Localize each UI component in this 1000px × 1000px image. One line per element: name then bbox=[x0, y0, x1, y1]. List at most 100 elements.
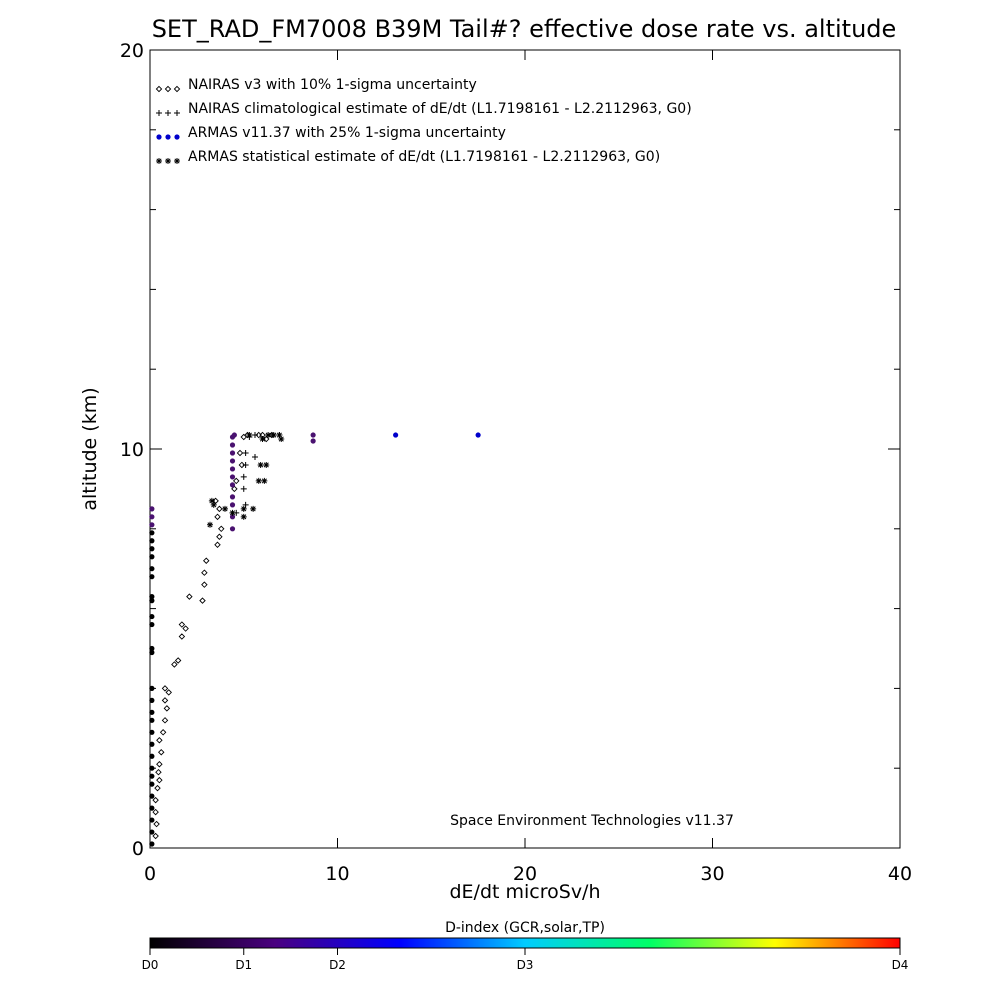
legend-marker-2-0 bbox=[156, 134, 162, 140]
data-points bbox=[149, 431, 481, 847]
x-tick-label-1: 10 bbox=[325, 863, 349, 885]
series-0-point-1 bbox=[153, 820, 160, 828]
series-0-point-16 bbox=[171, 661, 178, 668]
series-2-point-12 bbox=[149, 709, 155, 715]
series-2-point-19 bbox=[149, 598, 155, 604]
series-0-point-14 bbox=[165, 689, 172, 696]
series-0-point-23 bbox=[201, 581, 208, 588]
series-3-point-15 bbox=[276, 432, 283, 439]
series-2-point-36 bbox=[229, 466, 236, 472]
series-0-point-2 bbox=[152, 808, 159, 816]
series-3-point-16 bbox=[278, 436, 285, 443]
series-2-point-38 bbox=[229, 450, 236, 456]
legend-label-0: NAIRAS v3 with 10% 1-sigma uncertainty bbox=[188, 77, 477, 93]
series-0-point-3 bbox=[152, 796, 159, 804]
colorbar-label-1: D1 bbox=[235, 958, 252, 972]
x-tick-label-3: 30 bbox=[700, 863, 724, 885]
y-tick-label-2: 20 bbox=[120, 40, 144, 62]
series-0-point-26 bbox=[214, 541, 221, 548]
series-2-point-0 bbox=[149, 841, 155, 847]
colorbar-title: D-index (GCR,solar,TP) bbox=[445, 920, 605, 936]
series-0-point-29 bbox=[214, 513, 221, 521]
series-1-point-8 bbox=[252, 432, 258, 439]
series-2-point-20 bbox=[149, 594, 155, 600]
credit-text: Space Environment Technologies v11.37 bbox=[450, 813, 734, 829]
series-2-point-22 bbox=[149, 566, 155, 572]
series-2-point-37 bbox=[229, 458, 236, 464]
series-1-point-4 bbox=[242, 461, 249, 468]
series-3-point-9 bbox=[257, 461, 264, 468]
series-0-point-28 bbox=[218, 525, 225, 533]
series-2-point-16 bbox=[149, 645, 155, 652]
legend-marker-1-0 bbox=[156, 110, 162, 116]
series-3-point-6 bbox=[240, 505, 247, 512]
series-0-point-20 bbox=[178, 621, 186, 628]
legend-marker-3-2 bbox=[174, 158, 180, 164]
series-3-point-3 bbox=[222, 505, 228, 512]
series-0-point-17 bbox=[174, 657, 182, 664]
series-0-point-21 bbox=[186, 593, 193, 600]
legend-label-2: ARMAS v11.37 with 25% 1-sigma uncertaint… bbox=[188, 125, 506, 141]
series-0-point-40 bbox=[263, 435, 270, 443]
series-2-point-14 bbox=[149, 685, 155, 692]
series-2-point-8 bbox=[149, 753, 155, 759]
legend-marker-3-1 bbox=[165, 158, 171, 164]
series-2-point-11 bbox=[149, 717, 155, 723]
axis-tick-labels: 0 10 20 30 40 0 10 20 bbox=[120, 40, 912, 885]
series-1-point-3 bbox=[240, 473, 247, 480]
series-0-point-8 bbox=[158, 749, 165, 756]
series-0-point-4 bbox=[154, 784, 161, 792]
series-1-point-2 bbox=[240, 485, 247, 492]
series-3-point-0 bbox=[207, 521, 213, 528]
series-0-point-24 bbox=[201, 569, 208, 576]
series-0-point-13 bbox=[161, 697, 169, 704]
colorbar bbox=[149, 937, 901, 949]
legend-label-3: ARMAS statistical estimate of dE/dt (L1.… bbox=[188, 149, 660, 165]
series-2-point-29 bbox=[149, 506, 155, 512]
series-0-point-32 bbox=[231, 485, 238, 493]
series-2-point-45 bbox=[475, 432, 481, 438]
series-0-point-35 bbox=[236, 449, 244, 457]
series-0-point-22 bbox=[199, 597, 206, 604]
series-0-point-6 bbox=[155, 768, 162, 776]
series-0-point-10 bbox=[159, 729, 167, 736]
series-0 bbox=[152, 431, 276, 840]
legend-marker-2-2 bbox=[174, 134, 180, 140]
x-tick-label-2: 20 bbox=[513, 863, 537, 885]
series-3-point-7 bbox=[250, 505, 257, 512]
series-2-point-28 bbox=[149, 514, 155, 520]
series-3 bbox=[207, 432, 285, 528]
series-2-point-35 bbox=[229, 474, 236, 480]
y-tick-label-1: 10 bbox=[120, 439, 144, 461]
series-2-point-9 bbox=[149, 741, 155, 747]
series-3-point-14 bbox=[270, 432, 277, 439]
series-3-point-11 bbox=[261, 477, 268, 484]
series-3-point-12 bbox=[259, 436, 266, 443]
series-0-point-9 bbox=[156, 737, 163, 744]
series-2-point-42 bbox=[310, 438, 316, 444]
series-2 bbox=[149, 432, 481, 847]
colorbar-label-2: D2 bbox=[329, 958, 346, 972]
colorbar-labels: D0 D1 D2 D3 D4 bbox=[142, 948, 909, 972]
series-0-point-18 bbox=[178, 633, 186, 640]
series-1 bbox=[233, 432, 283, 516]
colorbar-label-4: D4 bbox=[892, 958, 909, 972]
series-3-point-5 bbox=[240, 513, 247, 520]
series-3-point-1 bbox=[210, 501, 217, 508]
series-0-point-5 bbox=[156, 776, 163, 784]
series-0-point-27 bbox=[216, 533, 223, 541]
series-1-point-6 bbox=[252, 453, 258, 460]
series-0-point-0 bbox=[152, 832, 159, 840]
series-2-point-13 bbox=[149, 697, 155, 703]
legend-marker-2-1 bbox=[165, 134, 171, 140]
series-2-point-5 bbox=[149, 781, 155, 787]
series-2-point-39 bbox=[229, 442, 236, 448]
series-2-point-17 bbox=[149, 621, 155, 628]
series-2-point-15 bbox=[149, 649, 155, 656]
series-2-point-30 bbox=[229, 526, 236, 532]
series-2-point-26 bbox=[149, 530, 155, 536]
legend-marker-0-2 bbox=[173, 85, 181, 93]
series-2-point-24 bbox=[149, 546, 155, 552]
series-2-point-27 bbox=[149, 522, 155, 528]
